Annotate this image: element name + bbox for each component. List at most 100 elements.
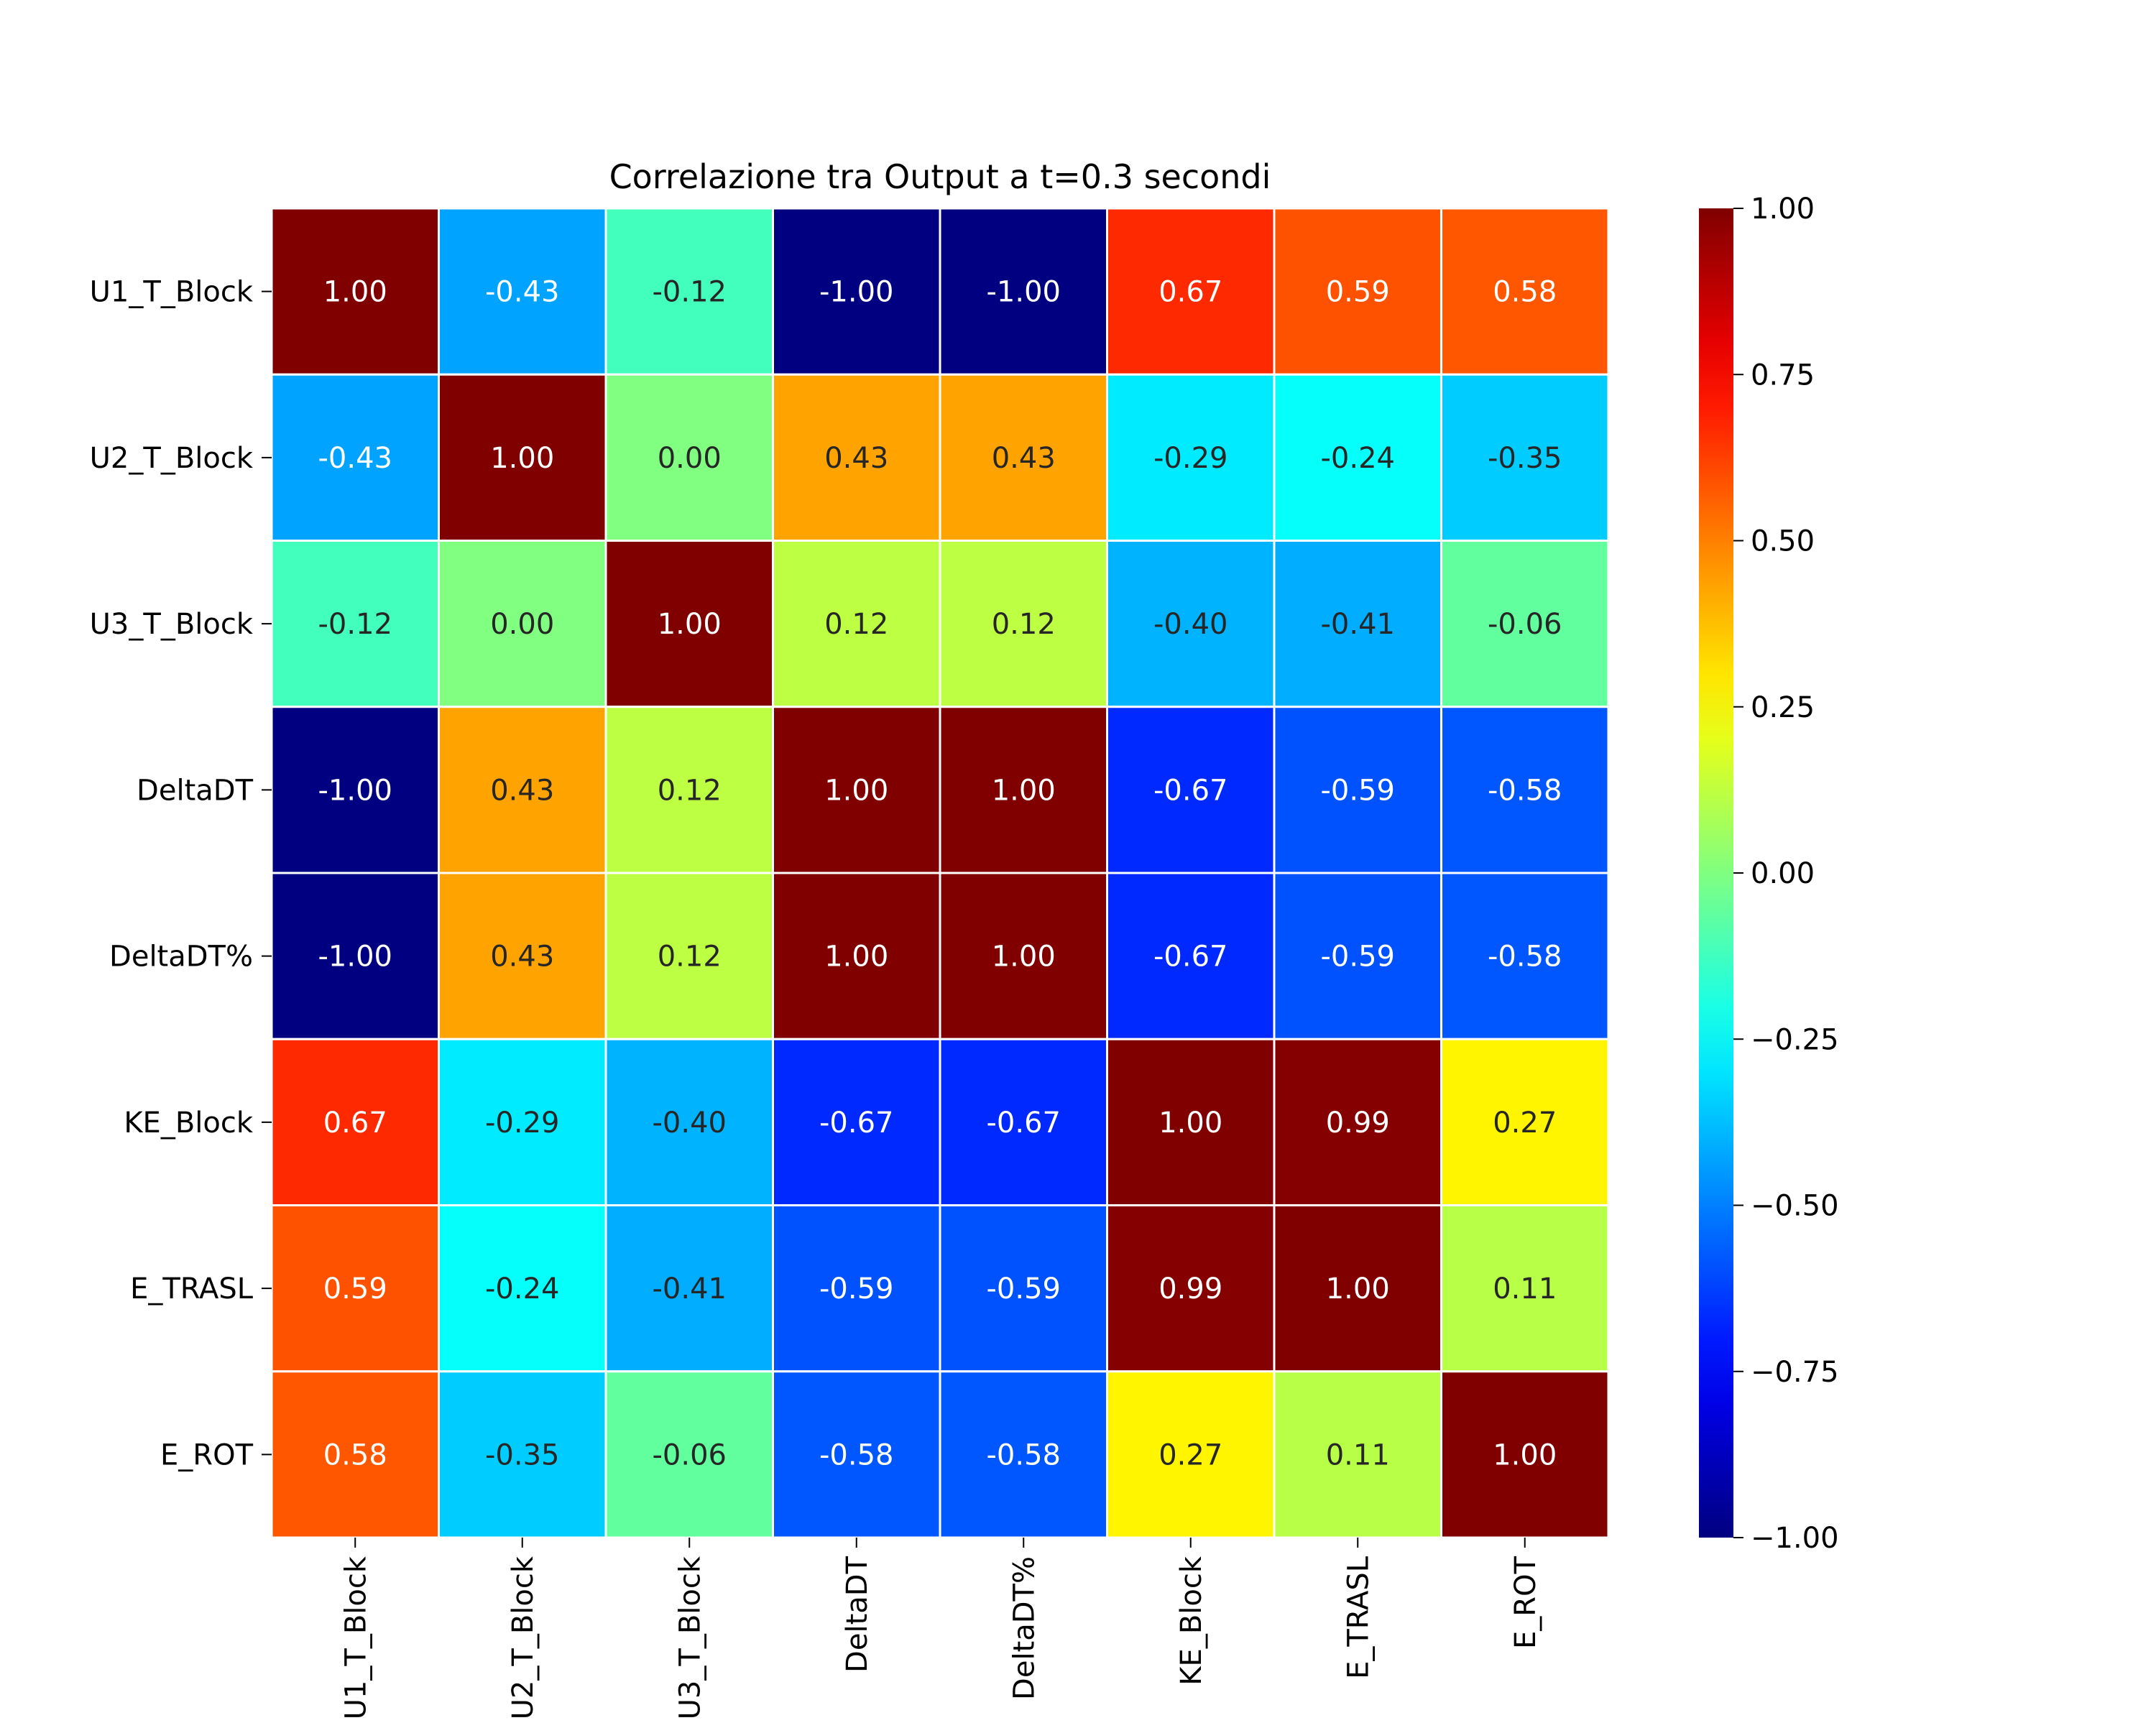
heatmap-cell — [939, 1370, 1108, 1539]
column-label: U1_T_Block — [339, 1556, 372, 1719]
chart-title: Correlazione tra Output a t=0.3 secondi — [609, 157, 1271, 196]
cell-value-label: -0.06 — [1488, 608, 1562, 641]
cell-value-label: 0.00 — [490, 608, 554, 641]
cell-value-label: 0.11 — [1326, 1438, 1390, 1471]
heatmap-cell — [270, 207, 440, 376]
heatmap-cell — [438, 373, 607, 542]
cell-value-label: 1.00 — [992, 774, 1056, 807]
colorbar-tick-label: 0.50 — [1751, 525, 1815, 558]
cell-value-label: 0.58 — [323, 1438, 387, 1471]
row-label: DeltaDT% — [109, 941, 253, 974]
heatmap-cell — [939, 540, 1108, 708]
cell-value-label: -0.12 — [318, 608, 393, 641]
heatmap-cell — [604, 1038, 774, 1206]
cell-value-label: 1.00 — [992, 941, 1056, 974]
cell-value-label: 0.12 — [658, 774, 722, 807]
cell-value-label: 0.59 — [1326, 276, 1390, 309]
cell-value-label: -0.58 — [987, 1438, 1061, 1471]
row-label: E_TRASL — [130, 1272, 254, 1306]
cell-value-label: 1.00 — [1493, 1438, 1557, 1471]
cell-value-label: -0.59 — [819, 1272, 894, 1306]
heatmap-cell — [604, 207, 774, 376]
heatmap-cell — [772, 207, 941, 376]
cell-value-label: -0.59 — [987, 1272, 1061, 1306]
cell-value-label: -0.29 — [485, 1106, 560, 1140]
heatmap-cell — [604, 540, 774, 708]
cell-value-label: -1.00 — [318, 941, 393, 974]
heatmap-cell — [772, 373, 941, 542]
heatmap-cell — [1440, 540, 1610, 708]
heatmap-cell — [939, 872, 1108, 1040]
heatmap-cell — [939, 207, 1108, 376]
heatmap-cell — [438, 540, 607, 708]
colorbar-tick-label: 1.00 — [1751, 193, 1815, 226]
cell-value-label: 0.12 — [658, 941, 722, 974]
column-label: U2_T_Block — [507, 1556, 540, 1719]
cell-value-label: -0.12 — [653, 276, 727, 309]
cell-value-label: 1.00 — [323, 276, 387, 309]
heatmap-cell — [772, 706, 941, 874]
cell-value-label: -0.41 — [653, 1272, 727, 1306]
heatmap-cell — [1440, 872, 1610, 1040]
cell-value-label: -0.43 — [485, 276, 560, 309]
column-label: KE_Block — [1175, 1556, 1208, 1686]
cell-value-label: -0.35 — [1488, 442, 1562, 475]
heatmap-cell — [1273, 540, 1442, 708]
cell-value-label: 0.67 — [1158, 276, 1222, 309]
cell-value-label: -0.29 — [1153, 442, 1228, 475]
row-label: U1_T_Block — [90, 276, 254, 309]
cell-value-label: 0.00 — [658, 442, 722, 475]
cell-value-label: 0.27 — [1158, 1438, 1222, 1471]
row-label: DeltaDT — [137, 774, 254, 807]
cell-value-label: -1.00 — [987, 276, 1061, 309]
colorbar: 1.00 0.75 0.50 0.25 0.00 −0.25 −0.50 −0.75 −1.00 — [1699, 193, 1839, 1555]
colorbar-tick-label: −0.50 — [1751, 1190, 1839, 1223]
heatmap-cell — [1440, 1038, 1610, 1206]
heatmap-cell — [1273, 706, 1442, 874]
heatmap-cell — [1106, 373, 1276, 542]
heatmap-cell — [1106, 207, 1276, 376]
column-label: DeltaDT — [841, 1556, 874, 1673]
cell-value-label: 0.67 — [323, 1106, 387, 1140]
colorbar-tick-label: 0.25 — [1751, 691, 1815, 724]
cell-value-label: 1.00 — [824, 941, 888, 974]
heatmap-cell — [438, 207, 607, 376]
cell-value-label: -0.58 — [1488, 941, 1562, 974]
column-label: U3_T_Block — [673, 1556, 706, 1719]
cell-value-label: -0.67 — [987, 1106, 1061, 1140]
cell-value-label: -0.40 — [653, 1106, 727, 1140]
colorbar-tick-label: 0.00 — [1751, 857, 1815, 890]
cell-value-label: -0.58 — [819, 1438, 894, 1471]
cell-value-label: -0.41 — [1321, 608, 1396, 641]
cell-value-label: 0.99 — [1158, 1272, 1222, 1306]
cell-value-label: -0.59 — [1321, 774, 1396, 807]
heatmap-cell — [1440, 373, 1610, 542]
row-label: U2_T_Block — [90, 442, 254, 475]
cell-value-label: -0.67 — [1153, 774, 1228, 807]
cell-value-label: 1.00 — [1326, 1272, 1390, 1306]
colorbar-tick-label: −1.00 — [1751, 1522, 1839, 1555]
heatmap-cell — [772, 872, 941, 1040]
cell-value-label: -1.00 — [318, 774, 393, 807]
cell-value-label: 1.00 — [658, 608, 722, 641]
column-label: E_TRASL — [1342, 1556, 1375, 1679]
cell-value-label: -0.58 — [1488, 774, 1562, 807]
colorbar-gradient — [1699, 208, 1733, 1538]
colorbar-tick-label: −0.25 — [1751, 1023, 1839, 1056]
cell-value-label: -0.24 — [1321, 442, 1396, 475]
cell-value-label: 1.00 — [824, 774, 888, 807]
cell-value-label: 0.43 — [490, 774, 554, 807]
cell-value-label: -0.43 — [318, 442, 393, 475]
cell-value-label: -0.35 — [485, 1438, 560, 1471]
cell-value-label: -0.67 — [819, 1106, 894, 1140]
heatmap-cell — [604, 872, 774, 1040]
colorbar-tick-label: 0.75 — [1751, 359, 1815, 392]
heatmap-cell — [1106, 872, 1276, 1040]
row-label: U3_T_Block — [90, 608, 254, 641]
column-label: DeltaDT% — [1008, 1556, 1041, 1700]
heatmap-cell — [939, 706, 1108, 874]
heatmap-cell — [604, 1204, 774, 1373]
heatmap-cell — [939, 373, 1108, 542]
heatmap-cell — [1273, 1204, 1442, 1373]
